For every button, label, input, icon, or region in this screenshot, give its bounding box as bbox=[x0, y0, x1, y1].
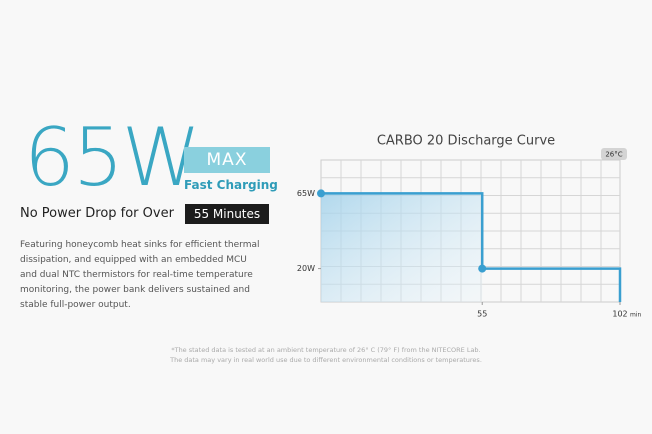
no-drop-text: No Power Drop for Over bbox=[20, 206, 174, 221]
point bbox=[317, 189, 325, 198]
chart-title: CARBO 20 Discharge Curve bbox=[377, 134, 555, 149]
minutes-badge: 55 Minutes bbox=[185, 204, 269, 224]
y-tick-label: 65W bbox=[297, 189, 315, 198]
description-line: stable full-power output. bbox=[20, 300, 131, 310]
max-badge: MAX bbox=[184, 147, 270, 173]
x-tick-label: 102 bbox=[612, 310, 627, 319]
fast-charging: Fast Charging bbox=[184, 178, 278, 192]
point bbox=[478, 264, 487, 273]
y-tick-label: 20W bbox=[297, 264, 315, 273]
temp-badge-bg bbox=[601, 148, 627, 160]
area bbox=[321, 193, 483, 302]
footnote-line: The data may vary in real world use due … bbox=[170, 356, 482, 364]
x-unit: min bbox=[630, 312, 642, 319]
description-line: and dual NTC thermistors for real-time t… bbox=[20, 270, 253, 280]
footnote-line: *The stated data is tested at an ambient… bbox=[171, 346, 481, 354]
x-tick-label: 55 bbox=[477, 310, 487, 319]
description-line: dissipation, and equipped with an embedd… bbox=[20, 255, 247, 265]
description: Featuring honeycomb heat sinks for effic… bbox=[20, 238, 259, 313]
footnote: *The stated data is tested at an ambient… bbox=[0, 345, 652, 365]
temp-badge: 26°C bbox=[605, 151, 622, 159]
power-headline: 65W bbox=[24, 111, 201, 204]
description-line: monitoring, the power bank delivers sust… bbox=[20, 285, 250, 295]
description-line: Featuring honeycomb heat sinks for effic… bbox=[20, 240, 260, 250]
